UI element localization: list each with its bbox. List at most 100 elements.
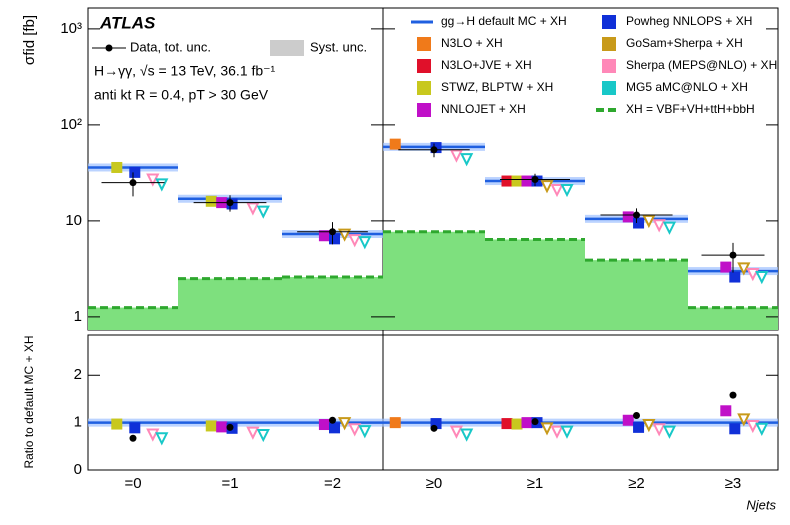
data-ratio-point: [729, 391, 737, 399]
prediction-marker: [633, 217, 645, 229]
prediction-marker: [460, 153, 474, 167]
prediction-marker: [358, 236, 372, 250]
prediction-marker: [729, 271, 741, 283]
prediction-marker: [622, 211, 634, 223]
legend-swatch: [417, 59, 431, 73]
prediction-marker: [501, 418, 513, 430]
prediction-marker: [146, 173, 160, 187]
legend-label: Data, tot. unc.: [130, 39, 211, 54]
legend-label: GoSam+Sherpa + XH: [626, 36, 743, 50]
syst-legend-box: [270, 40, 304, 56]
y-tick-label: 10: [65, 212, 82, 229]
prediction-marker: [662, 221, 677, 235]
x-tick-label: =1: [221, 475, 238, 492]
ratio-frame: [87, 334, 779, 471]
data-ratio-point: [430, 424, 438, 432]
xh-area: [178, 278, 282, 330]
prediction-marker: [358, 425, 372, 439]
xh-area: [282, 277, 383, 330]
ratio-tick-label: 1: [74, 414, 82, 431]
legend-swatch: [602, 59, 616, 73]
prediction-marker: [155, 432, 169, 446]
prediction-marker: [129, 166, 141, 178]
prediction-marker: [540, 422, 554, 436]
prediction-marker: [256, 428, 270, 443]
legend-label: Powheg NNLOPS + XH: [626, 14, 752, 28]
data-ratio-point: [531, 418, 539, 426]
legend-label: STWZ, BLPTW + XH: [441, 80, 553, 94]
prediction-marker: [560, 183, 574, 198]
info: anti kt R = 0.4, pT > 30 GeV: [94, 87, 269, 103]
prediction-marker: [329, 422, 341, 434]
data-legend-marker: [105, 44, 113, 52]
legend-label: gg→H default MC + XH: [441, 14, 567, 28]
prediction-marker: [746, 267, 760, 282]
legend-swatch: [417, 103, 431, 117]
data-ratio-point: [226, 423, 234, 431]
prediction-marker: [737, 262, 751, 276]
data-ratio-point: [633, 412, 640, 420]
legend-label: N3LO+JVE + XH: [441, 58, 532, 72]
legend-label: XH = VBF+VH+ttH+bbH: [626, 102, 755, 116]
y-tick-label: 1: [74, 308, 82, 325]
legend-label: N3LO + XH: [441, 36, 503, 50]
prediction-marker: [348, 234, 362, 248]
prediction-marker: [146, 428, 160, 442]
xh-area: [485, 239, 585, 330]
y-tick-label: 10³: [60, 20, 82, 37]
prediction-marker: [338, 228, 352, 242]
prediction-marker: [560, 425, 574, 439]
prediction-marker: [521, 417, 533, 429]
prediction-marker: [155, 178, 169, 192]
legend-swatch: [417, 81, 431, 95]
prediction-marker: [111, 161, 123, 173]
prediction-marker: [338, 417, 352, 431]
y-tick-label: 10²: [60, 116, 82, 133]
legend-swatch: [602, 81, 616, 95]
prediction-marker: [389, 138, 401, 150]
xh-area: [688, 307, 778, 330]
prediction-marker: [652, 219, 666, 233]
prediction-marker: [540, 180, 554, 194]
prediction-marker: [550, 183, 564, 198]
prediction-marker: [449, 149, 464, 163]
prediction-marker: [729, 423, 741, 435]
legend-label: NNLOJET + XH: [441, 102, 526, 116]
prediction-marker: [755, 271, 769, 285]
data-point: [729, 251, 737, 259]
data-point: [329, 228, 336, 236]
prediction-marker: [449, 425, 464, 439]
prediction-marker: [246, 202, 260, 216]
data-point: [226, 199, 234, 207]
prediction-marker: [720, 405, 732, 417]
prediction-marker: [460, 428, 474, 442]
legend-swatch: [602, 37, 616, 51]
xh-area: [383, 231, 485, 330]
prediction-marker: [246, 426, 260, 440]
ratio-tick-label: 0: [74, 461, 82, 478]
prediction-marker: [633, 421, 645, 433]
x-tick-label: ≥3: [725, 475, 742, 492]
info: H→γγ, √s = 13 TeV, 36.1 fb⁻¹: [94, 63, 276, 79]
prediction-marker: [129, 422, 141, 434]
xh-area: [585, 260, 688, 330]
legend-swatch: [602, 15, 616, 29]
data-point: [430, 146, 438, 154]
data-ratio-point: [329, 416, 336, 424]
prediction-marker: [720, 261, 732, 273]
prediction-marker: [521, 175, 533, 187]
legend-label: Syst. unc.: [310, 39, 367, 54]
x-tick-label: =0: [124, 475, 141, 492]
ratio-tick-label: 2: [74, 366, 82, 383]
y-axis-label: σfid [fb]: [21, 15, 38, 65]
prediction-marker: [662, 425, 677, 439]
x-tick-label: ≥0: [426, 475, 443, 492]
x-tick-label: ≥2: [628, 475, 645, 492]
prediction-marker: [642, 419, 656, 433]
prediction-marker: [746, 419, 760, 434]
prediction-marker: [511, 175, 523, 187]
prediction-marker: [256, 205, 270, 219]
xh-area: [88, 307, 178, 330]
prediction-marker: [755, 422, 769, 437]
